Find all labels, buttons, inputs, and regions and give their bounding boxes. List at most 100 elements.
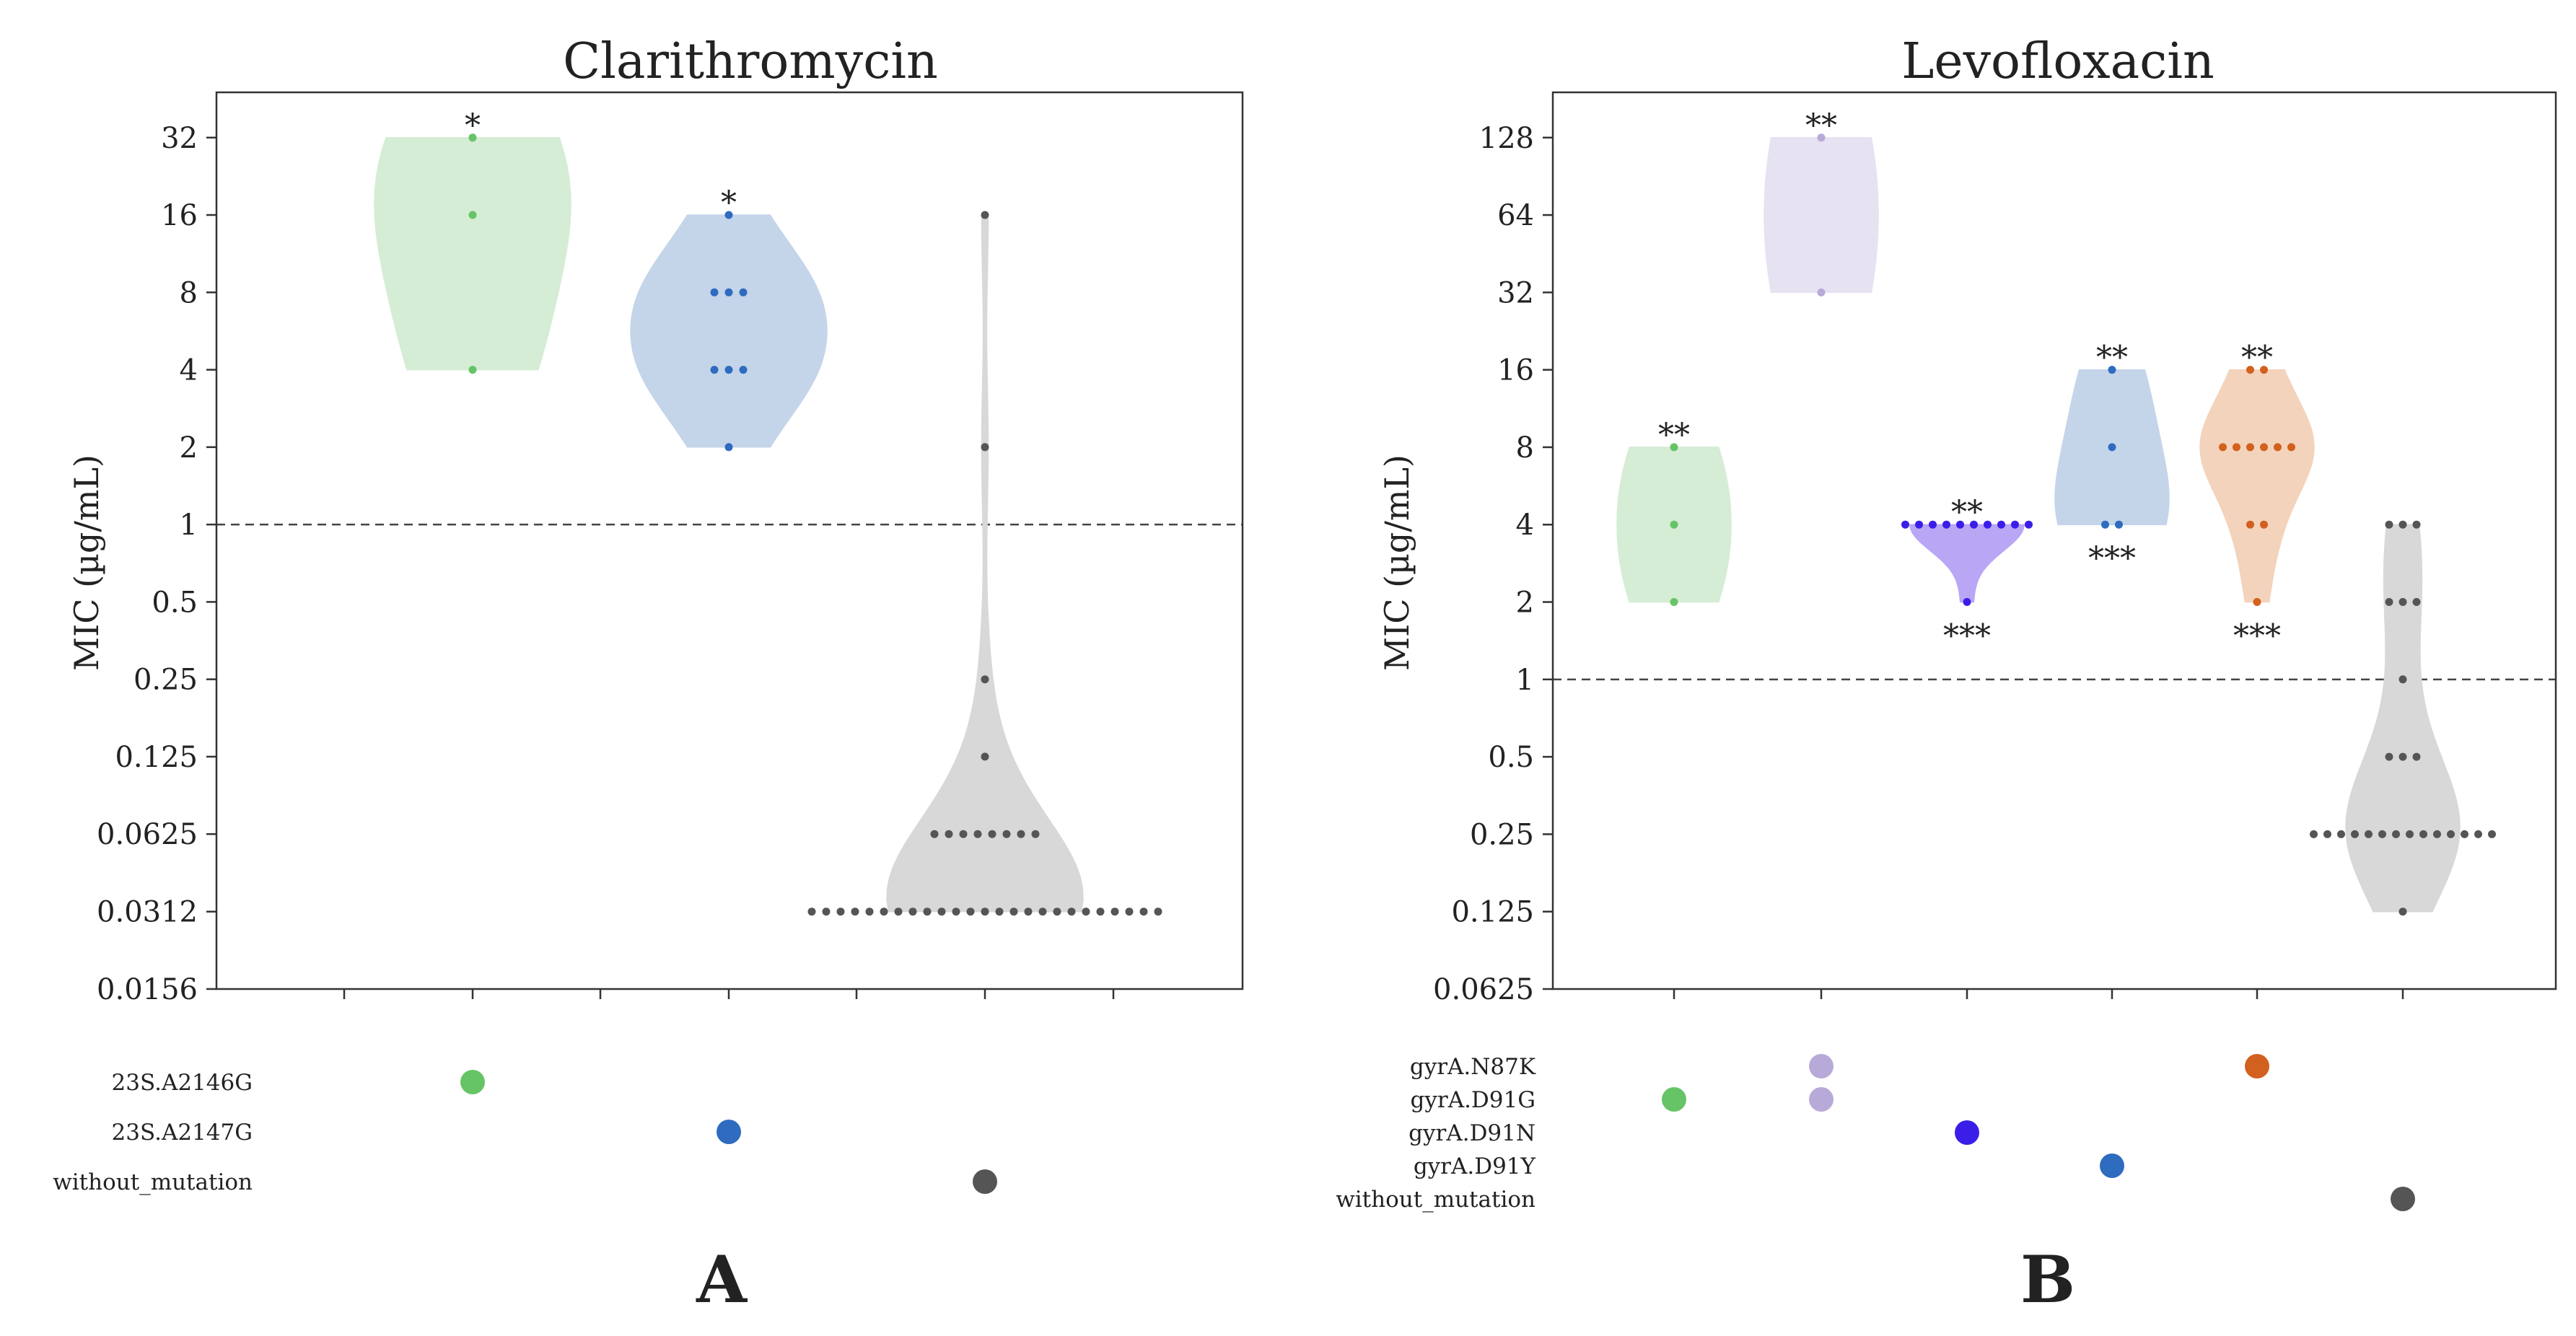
data-point: [2474, 830, 2482, 838]
mutation-dot: [1955, 1120, 1979, 1145]
y-tick-label: 16: [161, 199, 198, 232]
data-point: [1915, 520, 1923, 529]
significance-top: *: [465, 107, 481, 144]
mutation-row-label: 23S.A2146G: [112, 1070, 253, 1096]
y-tick-label: 64: [1497, 199, 1534, 232]
data-point: [981, 752, 989, 761]
y-tick-label: 4: [180, 354, 198, 387]
panel-a-y-ticks: 0.0156 0.0312 0.0625 0.125 0.25 0.5 1 2 4 8 16 32: [97, 122, 1115, 1006]
data-point: [952, 907, 960, 916]
y-tick-label: 0.0625: [1433, 973, 1534, 1006]
data-point: [1125, 907, 1134, 916]
data-point: [2365, 830, 2373, 838]
data-point: [880, 907, 888, 916]
data-point: [2260, 520, 2268, 529]
data-point: [1942, 520, 1950, 529]
data-point: [1031, 830, 1040, 838]
data-point: [2385, 598, 2393, 606]
data-point: [836, 907, 845, 916]
data-point: [2351, 830, 2359, 838]
data-point: [2108, 366, 2116, 374]
y-tick-label: 16: [1497, 354, 1534, 387]
data-point: [2115, 520, 2123, 529]
data-point: [2246, 443, 2254, 452]
data-point: [1929, 520, 1937, 529]
data-point: [2447, 830, 2455, 838]
significance-bottom: ***: [2088, 540, 2136, 577]
panel-a-significance: **: [465, 107, 737, 221]
data-point: [973, 830, 982, 838]
data-point: [468, 211, 477, 219]
data-point: [2433, 830, 2441, 838]
y-tick-label: 0.5: [152, 586, 198, 619]
y-tick-label: 32: [161, 122, 198, 155]
panel-b-plot-frame: [1551, 91, 2557, 990]
data-point: [1002, 830, 1011, 838]
data-point: [981, 675, 989, 684]
violin-b-1: [1764, 137, 1879, 294]
data-point: [908, 907, 917, 916]
panel-a: Clarithromycin MIC (µg/mL) 0.01560.03120…: [53, 33, 1244, 1318]
data-point: [1970, 520, 1978, 529]
y-tick-label: 8: [1516, 431, 1534, 465]
y-tick-label: 2: [180, 431, 198, 465]
panel-a-points: [468, 133, 1162, 916]
violin-a-0: [374, 137, 571, 371]
data-point: [710, 366, 719, 374]
data-point: [2385, 752, 2393, 761]
mutation-dot: [2245, 1054, 2269, 1078]
mutation-row-label: gyrA.D91N: [1409, 1120, 1535, 1146]
data-point: [2392, 830, 2400, 838]
data-point: [937, 907, 946, 916]
data-point: [1082, 907, 1090, 916]
data-point: [710, 288, 719, 296]
panel-a-ylabel: MIC (µg/mL): [67, 454, 106, 671]
data-point: [1670, 443, 1678, 452]
data-point: [807, 907, 816, 916]
data-point: [2378, 830, 2386, 838]
mutation-dot: [460, 1070, 485, 1094]
data-point: [2287, 443, 2295, 452]
data-point: [2461, 830, 2468, 838]
mutation-dot: [2391, 1187, 2415, 1211]
data-point: [739, 366, 748, 374]
violin-a-2: [886, 214, 1084, 913]
data-point: [2260, 443, 2268, 452]
panel-a-title: Clarithromycin: [563, 33, 938, 90]
data-point: [1997, 520, 2005, 529]
data-point: [1139, 907, 1148, 916]
data-point: [2246, 366, 2254, 374]
data-point: [1067, 907, 1076, 916]
violin-b-5: [2345, 524, 2461, 913]
mutation-dot: [1809, 1087, 1834, 1112]
data-point: [923, 907, 932, 916]
panel-a-plot-frame: [215, 91, 1244, 990]
data-point: [1817, 288, 1826, 296]
data-point: [2253, 598, 2261, 606]
mutation-dot: [2100, 1153, 2124, 1178]
data-point: [2412, 520, 2421, 529]
data-point: [966, 907, 975, 916]
data-point: [724, 288, 733, 296]
data-point: [2233, 443, 2240, 452]
data-point: [981, 443, 989, 452]
data-point: [1817, 133, 1826, 142]
y-tick-label: 2: [1516, 586, 1534, 620]
data-point: [2398, 907, 2407, 916]
data-point: [1024, 907, 1033, 916]
significance-top: **: [2096, 340, 2128, 377]
mutation-row-label: gyrA.D91Y: [1414, 1153, 1536, 1179]
panel-b-title: Levofloxacin: [1901, 33, 2214, 90]
data-point: [981, 907, 989, 916]
panel-a-mutation-matrix: 23S.A2146G 23S.A2147G without_mutation: [53, 1070, 997, 1195]
mutation-row-label: gyrA.N87K: [1410, 1054, 1536, 1080]
data-point: [2219, 443, 2227, 452]
data-point: [1110, 907, 1119, 916]
significance-top: **: [1805, 107, 1837, 144]
significance-top: *: [721, 185, 737, 221]
panel-b-ylabel: MIC (µg/mL): [1377, 454, 1416, 671]
y-tick-label: 1: [180, 509, 198, 542]
y-tick-label: 0.0625: [97, 818, 198, 851]
data-point: [2398, 752, 2407, 761]
